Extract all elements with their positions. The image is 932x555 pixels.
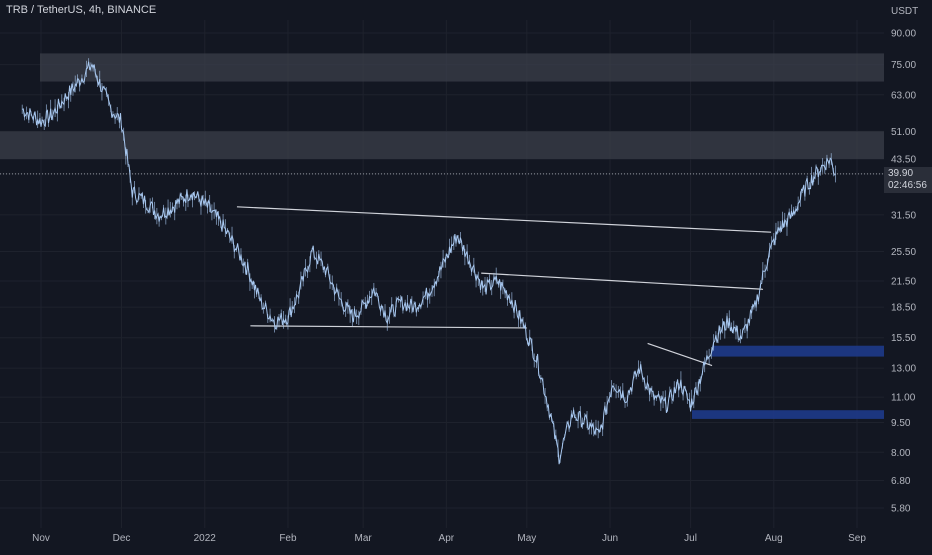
y-axis-tick-label: 21.50	[891, 277, 916, 288]
trendline	[250, 325, 527, 329]
price-zone-resistance	[0, 131, 884, 159]
y-axis-tick-label: 9.50	[891, 418, 911, 429]
x-axis-tick-label: Sep	[848, 533, 866, 544]
price-zone-resistance	[40, 53, 884, 82]
y-axis-tick-label: 51.00	[891, 127, 916, 138]
y-axis-tick-label: 90.00	[891, 29, 916, 40]
x-axis-tick-label: Nov	[32, 533, 50, 544]
price-zone-demand	[712, 345, 884, 357]
y-axis-tick-label: 13.00	[891, 364, 916, 375]
last-price-badge: 39.90 02:46:56	[884, 166, 932, 193]
y-axis-tick-label: 8.00	[891, 448, 911, 459]
x-axis-tick-label: 2022	[194, 533, 217, 544]
x-axis-tick-label: Jul	[684, 533, 697, 544]
y-axis-tick-label: 11.00	[891, 393, 916, 404]
price-series-line	[22, 61, 836, 465]
y-axis-tick-label: 6.80	[891, 476, 911, 487]
y-axis-tick-label: 75.00	[891, 60, 916, 71]
y-axis-tick-label: 25.50	[891, 247, 916, 258]
x-axis-tick-label: Feb	[279, 533, 297, 544]
bar-countdown: 02:46:56	[888, 179, 927, 191]
y-axis-tick-label: 15.50	[891, 333, 916, 344]
price-zone-demand	[692, 410, 884, 419]
x-axis-tick-label: Apr	[439, 533, 455, 544]
currency-unit-label: USDT	[891, 6, 919, 17]
x-axis-tick-label: May	[517, 533, 536, 544]
y-axis-tick-label: 43.50	[891, 154, 916, 165]
x-axis-tick-label: Jun	[602, 533, 618, 544]
x-axis-tick-label: Mar	[354, 533, 372, 544]
y-axis-tick-label: 18.50	[891, 303, 916, 314]
trendline	[481, 272, 764, 290]
trendline	[236, 206, 772, 233]
y-axis-tick-label: 31.50	[891, 210, 916, 221]
x-axis-tick-label: Dec	[113, 533, 131, 544]
last-price-value: 39.90	[888, 167, 914, 179]
trendline	[647, 342, 713, 367]
chart-title: TRB / TetherUS, 4h, BINANCE	[6, 4, 157, 16]
y-axis-tick-label: 5.80	[891, 504, 911, 515]
y-axis-tick-label: 63.00	[891, 90, 916, 101]
x-axis-tick-label: Aug	[765, 533, 783, 544]
